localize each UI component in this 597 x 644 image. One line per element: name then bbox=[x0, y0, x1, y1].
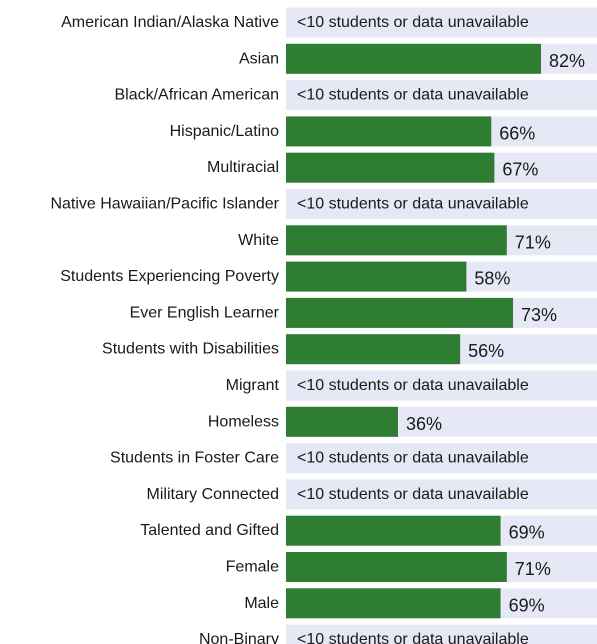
unavailable-label: <10 students or data unavailable bbox=[297, 450, 529, 467]
category-label: Black/African American bbox=[114, 87, 279, 104]
bar-track bbox=[286, 189, 597, 219]
value-label: 36% bbox=[406, 414, 442, 434]
value-label: 69% bbox=[509, 595, 545, 615]
bar bbox=[286, 43, 542, 74]
bar bbox=[286, 552, 507, 582]
bar bbox=[286, 406, 398, 437]
bar bbox=[286, 225, 507, 256]
unavailable-label: <10 students or data unavailable bbox=[297, 486, 529, 503]
value-label: 73% bbox=[521, 305, 557, 325]
category-label: Ever English Learner bbox=[130, 304, 280, 321]
bar-track bbox=[286, 370, 597, 401]
category-label: American Indian/Alaska Native bbox=[61, 14, 279, 31]
category-label: Female bbox=[226, 559, 279, 576]
bar-track bbox=[286, 7, 597, 38]
category-label: Native Hawaiian/Pacific Islander bbox=[50, 196, 279, 213]
bar bbox=[286, 334, 461, 365]
category-label: Multiracial bbox=[207, 159, 279, 176]
unavailable-label: <10 students or data unavailable bbox=[297, 631, 529, 644]
value-label: 66% bbox=[499, 123, 535, 143]
unavailable-label: <10 students or data unavailable bbox=[297, 377, 529, 394]
bar bbox=[286, 152, 495, 183]
bar bbox=[286, 588, 501, 619]
bar-track bbox=[286, 443, 597, 474]
category-label: Students in Foster Care bbox=[110, 450, 279, 467]
value-label: 67% bbox=[502, 160, 538, 180]
value-label: 58% bbox=[474, 269, 510, 289]
category-label: Talented and Gifted bbox=[140, 522, 279, 539]
category-label: Hispanic/Latino bbox=[170, 123, 280, 140]
category-label: Non-Binary bbox=[199, 631, 279, 644]
category-label: Military Connected bbox=[147, 486, 280, 503]
category-label: Students Experiencing Poverty bbox=[60, 268, 279, 285]
bar bbox=[286, 261, 467, 292]
value-label: 71% bbox=[515, 559, 551, 579]
value-label: 71% bbox=[515, 232, 551, 252]
bar-track bbox=[286, 479, 597, 510]
bar bbox=[286, 116, 492, 147]
unavailable-label: <10 students or data unavailable bbox=[297, 14, 529, 31]
value-label: 82% bbox=[549, 51, 585, 71]
category-label: White bbox=[238, 232, 279, 249]
category-label: Homeless bbox=[208, 413, 279, 430]
value-label: 56% bbox=[468, 341, 504, 361]
bar bbox=[286, 515, 501, 546]
bar-track bbox=[286, 80, 597, 111]
unavailable-label: <10 students or data unavailable bbox=[297, 87, 529, 104]
category-label: Male bbox=[244, 595, 279, 612]
category-label: Students with Disabilities bbox=[102, 341, 279, 358]
bar bbox=[286, 297, 514, 328]
category-label: Asian bbox=[239, 50, 279, 67]
unavailable-label: <10 students or data unavailable bbox=[297, 196, 529, 213]
category-label: Migrant bbox=[226, 377, 280, 394]
bar-track bbox=[286, 624, 597, 644]
value-label: 69% bbox=[509, 523, 545, 543]
